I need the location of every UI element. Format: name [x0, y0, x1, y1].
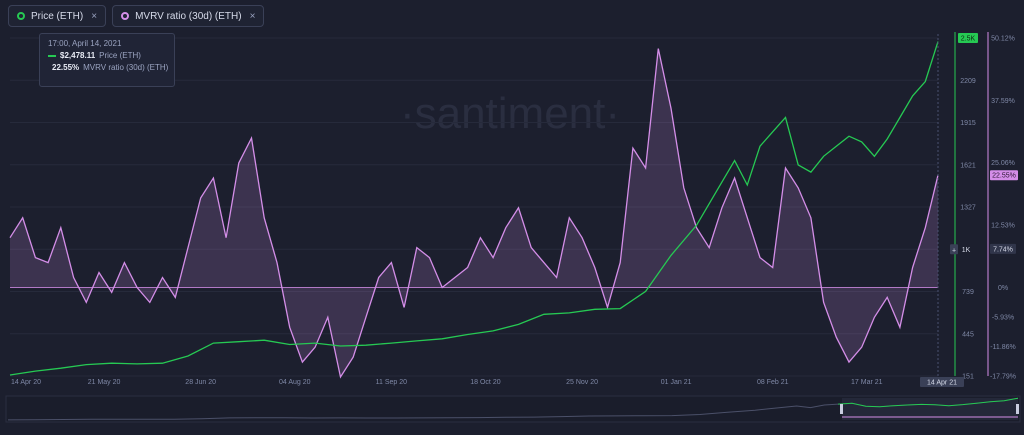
axes: 151 445 739 + 1K 1327 1621 1915 2209 2.5K -17.79% -… — [11, 32, 1018, 387]
navigator[interactable] — [5, 395, 1021, 423]
navigator-handle-right[interactable] — [1016, 404, 1019, 414]
price-tick-label: 1K — [962, 247, 971, 254]
legend-bar: Price (ETH) × MVRV ratio (30d) (ETH) × — [0, 0, 1024, 32]
price-tick-label: 1327 — [960, 205, 976, 212]
price-tick-label: 151 — [962, 374, 974, 381]
mvrv-tick-label: 0% — [998, 285, 1008, 292]
x-tick-label: 17 Mar 21 — [851, 379, 883, 386]
mvrv-tick-label: 12.53% — [991, 223, 1015, 230]
x-tick-label: 04 Aug 20 — [279, 379, 311, 386]
mvrv-tick-label: -11.86% — [990, 344, 1016, 351]
price-tick-label: 1915 — [960, 120, 976, 127]
price-tick-label: 2.5K — [961, 36, 976, 43]
mvrv-area — [10, 48, 938, 377]
x-tick-label: 01 Jan 21 — [661, 379, 692, 386]
plus-icon[interactable] — [950, 244, 958, 255]
mvrv-tick-label: 22.55% — [992, 173, 1016, 180]
mvrv-tick-label: 25.06% — [991, 160, 1015, 167]
x-tick-label: 14 Apr 20 — [11, 379, 41, 386]
price-dot-icon — [17, 12, 25, 20]
legend-chip-mvrv[interactable]: MVRV ratio (30d) (ETH) × — [112, 5, 265, 27]
price-tick-label: 1621 — [960, 162, 976, 169]
price-swatch-icon — [48, 54, 56, 57]
legend-chip-price[interactable]: Price (ETH) × — [8, 5, 107, 27]
plus-icon: + — [952, 247, 956, 254]
price-layer — [9, 41, 939, 376]
x-tick-label: 14 Apr 21 — [927, 380, 957, 387]
watermark: ·santiment· — [400, 89, 620, 138]
tooltip-mvrv-label: MVRV ratio (30d) (ETH) — [83, 63, 169, 72]
mvrv-layer — [9, 48, 939, 379]
mvrv-cursor-badge — [990, 243, 1016, 254]
x-tick-label: 18 Oct 20 — [470, 379, 500, 386]
x-cursor-badge — [920, 377, 964, 387]
legend-label-mvrv: MVRV ratio (30d) (ETH) — [135, 10, 242, 22]
close-icon[interactable]: × — [91, 10, 98, 22]
mvrv-current-badge — [990, 170, 1018, 181]
price-current-badge — [958, 33, 978, 43]
x-tick-label: 25 Nov 20 — [566, 379, 598, 386]
price-tick-label: 2209 — [960, 78, 976, 85]
x-tick-label: 11 Sep 20 — [376, 379, 408, 386]
tooltip-price-value: $2,478.11 — [60, 51, 96, 60]
tooltip-price-row: $2,478.11 Price (ETH) — [48, 51, 166, 60]
tooltip-mvrv-row: 22.55% MVRV ratio (30d) (ETH) — [48, 63, 169, 72]
legend-label-price: Price (ETH) — [31, 10, 84, 22]
navigator-price-line — [838, 397, 1019, 408]
x-tick-label: 21 May 20 — [88, 379, 121, 386]
x-tick-label: 08 Feb 21 — [757, 379, 789, 386]
tooltip-price-label: Price (ETH) — [99, 51, 141, 60]
navigator-handle-left[interactable] — [840, 404, 843, 414]
price-tick-label: 739 — [962, 289, 974, 296]
mvrv-tick-label: 37.59% — [991, 98, 1015, 105]
tooltip-date: 17:00, April 14, 2021 — [48, 39, 122, 48]
x-tick-label: 28 Jun 20 — [185, 379, 216, 386]
tooltip: 17:00, April 14, 2021 $2,478.11 Price (E… — [39, 33, 175, 87]
close-icon[interactable]: × — [249, 10, 256, 22]
tooltip-mvrv-value: 22.55% — [52, 63, 80, 72]
price-line — [9, 41, 939, 376]
price-tick-label: 445 — [962, 331, 974, 338]
mvrv-tick-label: -17.79% — [990, 374, 1016, 381]
mvrv-tick-label: 7.74% — [993, 246, 1013, 253]
mvrv-dot-icon — [121, 12, 130, 20]
mvrv-line — [9, 48, 939, 379]
mvrv-tick-label: 50.12% — [991, 36, 1015, 43]
mvrv-tick-label: -5.93% — [992, 314, 1014, 321]
